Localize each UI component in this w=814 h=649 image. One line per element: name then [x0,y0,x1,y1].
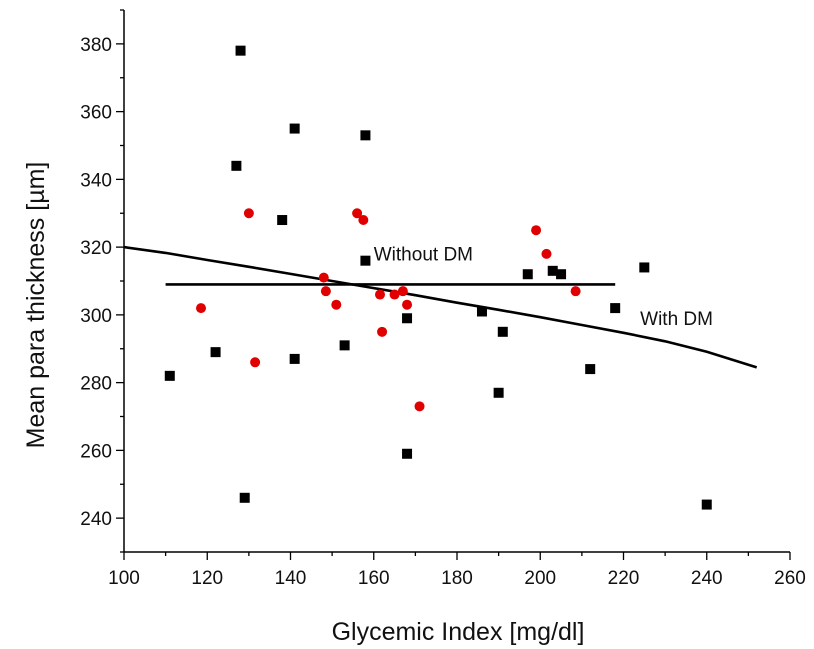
data-point-square [277,215,288,226]
x-tick-label: 240 [691,568,723,589]
data-point-square [547,265,558,276]
data-point-circle [414,401,425,412]
x-tick-label: 200 [524,568,556,589]
data-point-circle [331,299,342,310]
annotations: Without DM With DM [374,245,713,330]
y-tick-label: 360 [80,103,112,124]
y-tick-label: 240 [80,509,112,530]
fit-line-with-dm [123,245,758,369]
data-point-circle [243,208,254,219]
data-point-square [210,347,221,358]
data-point-square [360,130,371,141]
data-point-circle [318,272,329,283]
data-point-circle [397,286,408,297]
data-point-square [402,448,413,459]
x-axis-title: Glycemic Index [mg/dl] [332,618,585,646]
data-point-square [235,45,246,56]
annotation-without-dm: Without DM [374,245,473,266]
x-tick-label: 140 [275,568,307,589]
data-point-circle [352,208,363,219]
data-point-square [701,499,712,510]
data-point-circle [389,289,400,300]
x-tick-label: 160 [358,568,390,589]
x-tick-label: 180 [441,568,473,589]
y-tick-label: 300 [80,306,112,327]
data-points [164,45,712,510]
data-point-circle [541,248,552,259]
data-point-circle [402,299,413,310]
data-point-square [289,353,300,364]
y-tick-label: 320 [80,238,112,259]
x-tick-label: 100 [108,568,140,589]
data-point-square [556,269,567,280]
y-tick-label: 340 [80,170,112,191]
y-tick-label: 380 [80,35,112,56]
y-tick-label: 280 [80,374,112,395]
data-point-circle [374,289,385,300]
data-point-circle [358,215,369,226]
y-tick-label: 260 [80,441,112,462]
data-point-square [339,340,350,351]
data-point-circle [531,225,542,236]
x-tick-label: 220 [608,568,640,589]
annotation-with-dm: With DM [640,309,713,330]
data-point-square [239,492,250,503]
data-point-square [164,370,175,381]
data-point-square [585,364,596,375]
data-point-circle [320,286,331,297]
data-point-square [289,123,300,134]
y-axis-title: Mean para thickness [µm] [22,162,50,449]
data-point-square [402,313,413,324]
data-point-square [610,303,621,314]
data-point-square [360,255,371,266]
data-point-circle [377,326,388,337]
data-point-square [493,387,504,398]
data-point-circle [250,357,261,368]
x-tick-label: 260 [774,568,806,589]
data-point-circle [570,286,581,297]
fit-lines [123,245,758,369]
data-point-square [522,269,533,280]
data-point-square [231,160,242,171]
axes: 100 120 140 160 180 200 220 240 260 240 260 280 300 3… [80,9,806,589]
x-tick-label: 120 [191,568,223,589]
data-point-square [639,262,650,273]
data-point-square [497,326,508,337]
data-point-circle [196,303,207,314]
data-point-square [476,306,487,317]
